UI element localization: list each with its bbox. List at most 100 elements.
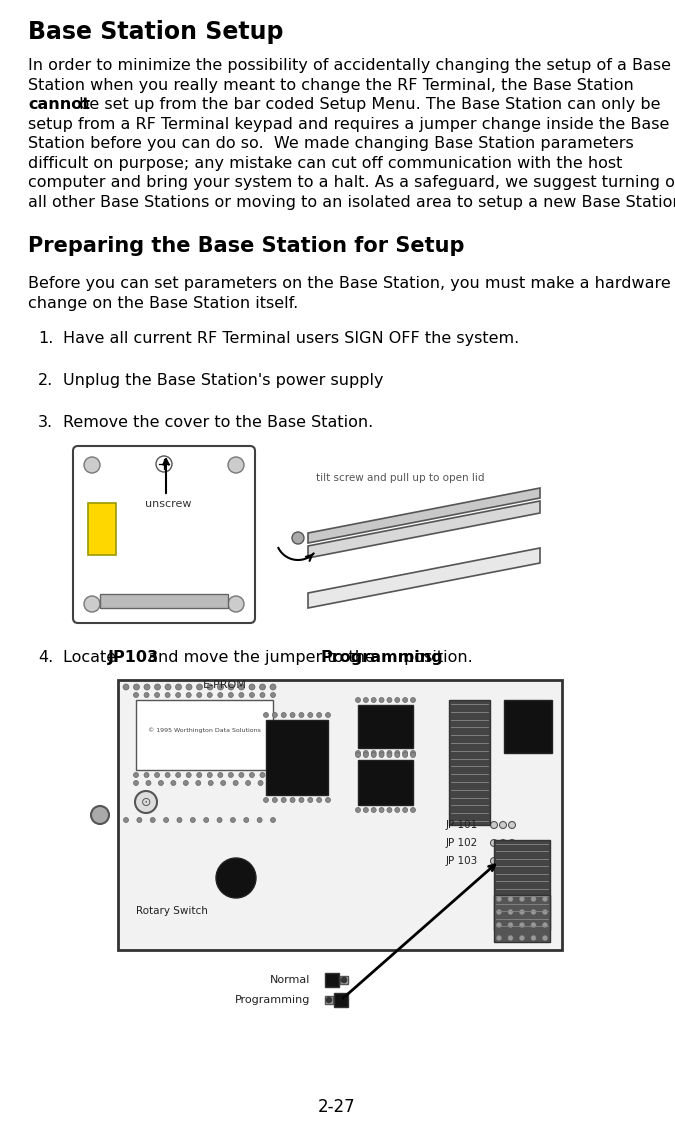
Circle shape	[387, 752, 392, 758]
Circle shape	[263, 798, 269, 802]
Polygon shape	[308, 501, 540, 558]
Bar	[325, 996, 333, 1004]
Circle shape	[403, 750, 408, 756]
Circle shape	[196, 684, 202, 690]
Circle shape	[387, 750, 392, 756]
Circle shape	[290, 798, 295, 802]
Circle shape	[156, 456, 172, 472]
Circle shape	[217, 684, 223, 690]
Circle shape	[249, 684, 255, 690]
Circle shape	[543, 897, 547, 901]
Circle shape	[371, 698, 376, 702]
Circle shape	[272, 712, 277, 717]
Text: change on the Base Station itself.: change on the Base Station itself.	[28, 296, 298, 311]
Circle shape	[520, 909, 524, 915]
Circle shape	[137, 817, 142, 823]
Bar	[494, 840, 550, 930]
Text: Remove the cover to the Base Station.: Remove the cover to the Base Station.	[63, 415, 373, 430]
Circle shape	[395, 698, 400, 702]
Circle shape	[508, 923, 513, 927]
Circle shape	[520, 897, 524, 901]
Circle shape	[531, 897, 536, 901]
Circle shape	[196, 773, 202, 777]
Circle shape	[497, 897, 502, 901]
Circle shape	[259, 684, 265, 690]
Text: computer and bring your system to a halt. As a safeguard, we suggest turning off: computer and bring your system to a halt…	[28, 175, 675, 190]
Circle shape	[281, 712, 286, 717]
Circle shape	[281, 798, 286, 802]
Circle shape	[520, 935, 524, 940]
Bar	[118, 681, 562, 950]
Circle shape	[91, 806, 109, 824]
Circle shape	[379, 752, 384, 758]
Circle shape	[543, 935, 547, 940]
Text: JP 101: JP 101	[446, 820, 479, 830]
Circle shape	[520, 923, 524, 927]
Circle shape	[403, 698, 408, 702]
Circle shape	[186, 684, 192, 690]
Circle shape	[363, 750, 369, 756]
Circle shape	[371, 750, 376, 756]
Text: Rotary Switch: Rotary Switch	[136, 906, 208, 916]
Text: position.: position.	[399, 650, 472, 665]
Circle shape	[84, 596, 100, 612]
Circle shape	[218, 693, 223, 698]
Text: 1.: 1.	[38, 331, 53, 346]
Text: 2.: 2.	[38, 373, 53, 388]
Circle shape	[230, 817, 236, 823]
Circle shape	[356, 750, 360, 756]
Circle shape	[134, 781, 138, 785]
Text: difficult on purpose; any mistake can cut off communication with the host: difficult on purpose; any mistake can cu…	[28, 156, 622, 171]
Text: Unplug the Base Station's power supply: Unplug the Base Station's power supply	[63, 373, 383, 388]
Circle shape	[410, 808, 416, 813]
Text: unscrew: unscrew	[144, 498, 191, 509]
Bar	[449, 700, 490, 825]
Text: JP 103: JP 103	[446, 856, 479, 866]
Circle shape	[325, 798, 331, 802]
Circle shape	[221, 781, 225, 785]
Circle shape	[543, 909, 547, 915]
FancyBboxPatch shape	[73, 446, 255, 622]
Circle shape	[491, 822, 497, 828]
Circle shape	[410, 752, 416, 758]
Circle shape	[146, 781, 151, 785]
Circle shape	[239, 773, 244, 777]
Circle shape	[165, 773, 170, 777]
Circle shape	[299, 798, 304, 802]
Text: Before you can set parameters on the Base Station, you must make a hardware: Before you can set parameters on the Bas…	[28, 277, 671, 291]
Circle shape	[299, 712, 304, 717]
Circle shape	[379, 808, 384, 813]
Bar	[358, 760, 413, 805]
Circle shape	[204, 817, 209, 823]
Text: © 1995 Worthington Data Solutions: © 1995 Worthington Data Solutions	[148, 727, 261, 733]
Circle shape	[500, 840, 506, 847]
Circle shape	[371, 752, 376, 758]
Circle shape	[257, 817, 262, 823]
Circle shape	[395, 750, 400, 756]
Circle shape	[326, 997, 332, 1003]
Circle shape	[228, 596, 244, 612]
Circle shape	[228, 457, 244, 473]
Circle shape	[134, 684, 140, 690]
Circle shape	[228, 693, 234, 698]
Circle shape	[207, 773, 212, 777]
Circle shape	[207, 693, 212, 698]
Text: Locate: Locate	[63, 650, 122, 665]
Circle shape	[258, 781, 263, 785]
Circle shape	[233, 781, 238, 785]
Circle shape	[271, 817, 275, 823]
Text: Station before you can do so.  We made changing Base Station parameters: Station before you can do so. We made ch…	[28, 137, 634, 151]
Circle shape	[218, 773, 223, 777]
Circle shape	[271, 781, 275, 785]
Text: In order to minimize the possibility of accidentally changing the setup of a Bas: In order to minimize the possibility of …	[28, 58, 671, 73]
Text: be set up from the bar coded Setup Menu. The Base Station can only be: be set up from the bar coded Setup Menu.…	[74, 97, 661, 112]
Circle shape	[260, 693, 265, 698]
Circle shape	[244, 817, 249, 823]
Circle shape	[497, 935, 502, 940]
Circle shape	[155, 693, 159, 698]
Circle shape	[387, 808, 392, 813]
Circle shape	[260, 773, 265, 777]
Circle shape	[410, 698, 416, 702]
Text: Base Station Setup: Base Station Setup	[28, 20, 284, 44]
Text: cannot: cannot	[28, 97, 90, 112]
